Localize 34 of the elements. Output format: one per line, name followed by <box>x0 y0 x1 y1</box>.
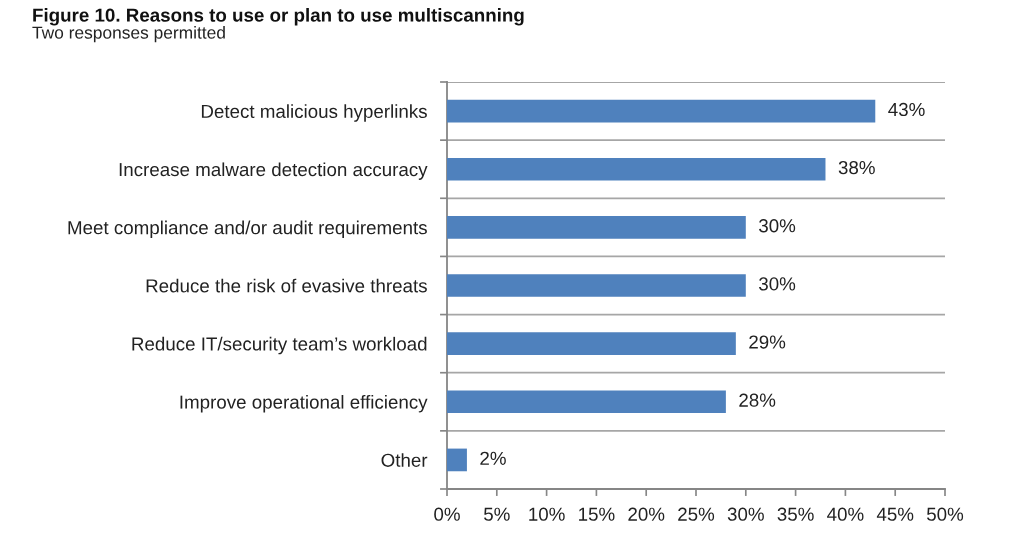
data-label: 30% <box>759 277 796 291</box>
y-tick-label: Reduce IT/security team’s workload <box>132 336 427 355</box>
y-tick-label: Increase malware detection accuracy <box>119 162 428 180</box>
y-tick-label: Other <box>381 453 428 467</box>
text: Figure 10. Reasons to use or plan to use multiscanning <box>33 8 524 26</box>
text: Two responses permitted <box>32 26 225 43</box>
x-tick-label: 5% <box>484 507 510 521</box>
x-tick-label: 35% <box>777 507 814 521</box>
x-tick-label: 45% <box>876 507 914 521</box>
x-tick-label: 0% <box>434 507 460 521</box>
x-tick-label: 10% <box>529 507 565 521</box>
x-tick-label: 40% <box>827 507 864 521</box>
x-tick-label: 20% <box>628 507 665 521</box>
bar <box>447 332 736 355</box>
data-label: 29% <box>749 335 786 349</box>
data-label: 43% <box>888 102 925 117</box>
bar <box>447 157 826 181</box>
bar <box>447 390 726 414</box>
bar <box>447 99 876 123</box>
bar <box>447 274 746 297</box>
x-tick-label: 25% <box>678 507 715 521</box>
data-label: 28% <box>739 393 776 407</box>
x-tick-label: 30% <box>727 507 764 521</box>
y-tick-label: Improve operational efficiency <box>180 394 428 413</box>
data-label: 30% <box>759 219 796 233</box>
bar <box>447 448 467 472</box>
y-tick-label: Reduce the risk of evasive threats <box>146 278 427 293</box>
x-tick-label: 50% <box>926 507 964 521</box>
bar <box>447 216 746 239</box>
data-label: 38% <box>838 160 875 175</box>
x-tick-label: 15% <box>579 507 615 521</box>
y-tick-label: Detect malicious hyperlinks <box>201 104 427 122</box>
data-label: 2% <box>480 451 506 465</box>
y-tick-label: Meet compliance and/or audit requirements <box>68 220 427 239</box>
